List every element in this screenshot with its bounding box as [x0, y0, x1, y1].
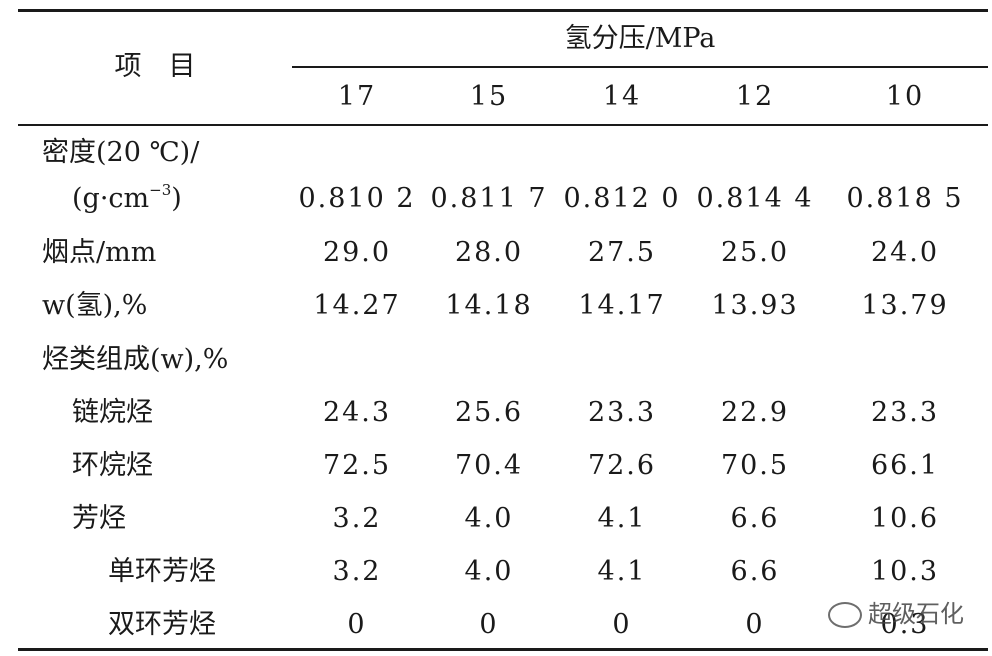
group-rule [292, 66, 988, 68]
row-label-text: 芳烃 [72, 503, 126, 534]
pressure-header-15: 15 [469, 81, 509, 112]
row-label: 烃类组成(w),% [42, 345, 228, 375]
row-label: 芳烃 [72, 504, 126, 534]
row-label-text: 双环芳烃 [108, 609, 216, 640]
table-cell: 22.9 [720, 397, 790, 428]
table-cell: 72.6 [587, 450, 657, 481]
table-cell: 24.3 [322, 397, 392, 428]
pressure-group-header: 氢分压/MPa [564, 23, 716, 54]
table-cell: 0 [612, 609, 632, 640]
table-cell: 66.1 [870, 450, 940, 481]
table-cell: 0.812 0 [563, 183, 681, 214]
row-label-text: 单环芳烃 [108, 556, 216, 587]
table-cell: 14.18 [445, 290, 533, 321]
table-cell: 6.6 [730, 556, 780, 587]
table-cell: 29.0 [322, 237, 392, 268]
table-cell: 4.1 [597, 503, 647, 534]
row-label: 链烷烃 [72, 398, 153, 428]
table-cell: 0.811 7 [430, 183, 548, 214]
wechat-icon [828, 602, 862, 628]
bottom-rule [18, 648, 988, 651]
table-cell: 4.0 [464, 556, 514, 587]
table-cell: 0 [479, 609, 499, 640]
table-cell: 23.3 [870, 397, 940, 428]
table-cell: 72.5 [322, 450, 392, 481]
table-cell: 70.5 [720, 450, 790, 481]
item-header: 项 目 [114, 51, 196, 82]
table-cell: 25.0 [720, 237, 790, 268]
table-cell: 4.1 [597, 556, 647, 587]
table-cell: 27.5 [587, 237, 657, 268]
table-cell: 0.810 2 [298, 183, 416, 214]
row-label: 密度(20 ℃)/ [42, 138, 199, 168]
table-cell: 10.6 [870, 503, 940, 534]
row-label-text: 环烷烃 [72, 450, 153, 481]
row-label-text: 烃类组成(w),% [42, 344, 229, 375]
row-label-tail: ) [171, 183, 182, 214]
row-label-text: 密度(20 ℃)/ [42, 137, 200, 168]
table-cell: 14.17 [578, 290, 666, 321]
row-label: w(氢),% [42, 291, 147, 321]
table-cell: 28.0 [454, 237, 524, 268]
table-cell: 13.93 [711, 290, 799, 321]
row-label-superscript: −3 [149, 181, 172, 199]
table-cell: 0.3 [880, 609, 930, 640]
table-cell: 3.2 [332, 556, 382, 587]
table-cell: 0.814 4 [696, 183, 814, 214]
table-cell: 13.79 [861, 290, 949, 321]
row-label: 双环芳烃 [108, 610, 216, 640]
row-label-text: 烟点/mm [42, 237, 157, 268]
table-cell: 23.3 [587, 397, 657, 428]
table-cell: 3.2 [332, 503, 382, 534]
row-label-text: w(氢),% [42, 290, 148, 321]
watermark-text: 超级石化 [868, 600, 964, 628]
table-cell: 0 [347, 609, 367, 640]
table-cell: 25.6 [454, 397, 524, 428]
watermark: 超级石化 [828, 594, 964, 629]
table-cell: 24.0 [870, 237, 940, 268]
row-label: 烟点/mm [42, 238, 156, 268]
pressure-header-10: 10 [885, 81, 925, 112]
row-label: 环烷烃 [72, 451, 153, 481]
pressure-header-14: 14 [602, 81, 642, 112]
row-label-text: (g·cm [72, 183, 150, 214]
header-rule [18, 124, 988, 126]
pressure-header-12: 12 [735, 81, 775, 112]
row-label: 单环芳烃 [108, 557, 216, 587]
row-label: (g·cm−3) [72, 181, 182, 214]
table-cell: 70.4 [454, 450, 524, 481]
table-cell: 6.6 [730, 503, 780, 534]
table-cell: 10.3 [870, 556, 940, 587]
pressure-header-17: 17 [337, 81, 377, 112]
table-cell: 0 [745, 609, 765, 640]
row-label-text: 链烷烃 [72, 397, 153, 428]
top-rule [18, 9, 988, 12]
table-cell: 14.27 [313, 290, 401, 321]
table-cell: 4.0 [464, 503, 514, 534]
table-cell: 0.818 5 [846, 183, 964, 214]
